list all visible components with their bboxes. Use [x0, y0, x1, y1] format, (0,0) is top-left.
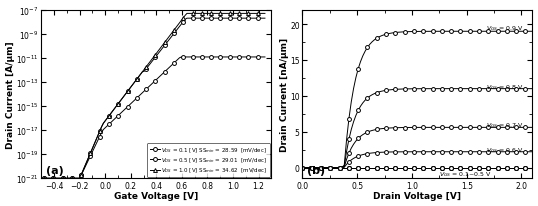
Text: $V_{GS}$ = 0.6 V: $V_{GS}$ = 0.6 V [486, 145, 525, 154]
Text: $V_{GS}$ = 0.9 V: $V_{GS}$ = 0.9 V [486, 24, 525, 33]
Text: $V_{GS}$ = 0.1~0.5 V: $V_{GS}$ = 0.1~0.5 V [440, 169, 492, 178]
Text: (a): (a) [46, 165, 63, 175]
X-axis label: Drain Voltage [V]: Drain Voltage [V] [373, 192, 462, 200]
Y-axis label: Drain Current [A/μm]: Drain Current [A/μm] [5, 41, 15, 148]
Text: $V_{GS}$ = 0.7 V: $V_{GS}$ = 0.7 V [486, 121, 524, 129]
Y-axis label: Drain Current [nA/μm]: Drain Current [nA/μm] [280, 38, 289, 151]
X-axis label: Gate Voltage [V]: Gate Voltage [V] [114, 192, 199, 200]
Text: $V_{GS}$ = 0.8 V: $V_{GS}$ = 0.8 V [486, 83, 524, 91]
Legend: $V_{DS}$ = 0.1 [V] SS$_{min}$ = 28.59  [mV/dec], $V_{DS}$ = 0.5 [V] SS$_{min}$ =: $V_{DS}$ = 0.1 [V] SS$_{min}$ = 28.59 [m… [147, 143, 270, 177]
Text: (b): (b) [307, 165, 325, 175]
